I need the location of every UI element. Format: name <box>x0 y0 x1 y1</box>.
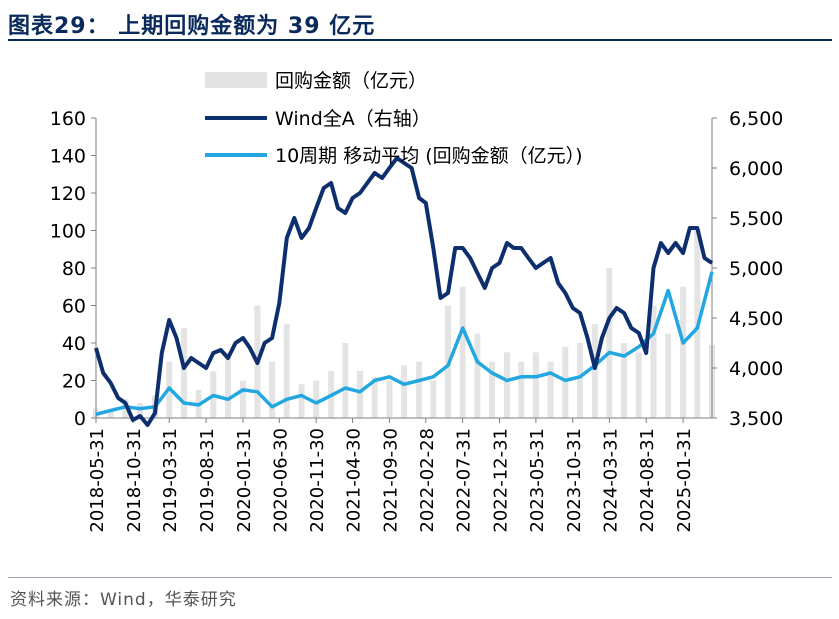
legend-swatch-bars <box>205 72 267 88</box>
bar <box>474 333 481 418</box>
bar <box>576 343 583 418</box>
wind-all-a-line <box>94 156 714 427</box>
source-note: 资料来源：Wind，华泰研究 <box>10 590 237 610</box>
x-tick-label: 2019-08-31 <box>197 428 218 533</box>
left-tick-label: 100 <box>50 221 86 243</box>
bar <box>547 361 554 418</box>
x-tick-label: 2025-01-31 <box>674 428 695 533</box>
bar <box>562 346 569 418</box>
left-tick-label: 40 <box>62 333 86 355</box>
bar <box>313 380 320 418</box>
x-tick-label: 2021-04-30 <box>344 428 365 533</box>
bar <box>430 380 437 418</box>
bar <box>532 352 539 418</box>
bar <box>357 371 364 418</box>
left-tick-label: 160 <box>50 108 86 130</box>
x-tick-label: 2021-09-30 <box>380 428 401 533</box>
right-tick-label: 6,000 <box>729 158 783 180</box>
x-tick-label: 2022-12-31 <box>491 428 512 533</box>
bar <box>591 324 598 418</box>
legend-label: 回购金额（亿元） <box>275 70 427 92</box>
x-tick-label: 2018-05-31 <box>87 428 108 533</box>
bar <box>621 343 628 418</box>
bar <box>489 361 496 418</box>
chart: 0 20 40 60 80 100 120 140 160 3,500 4,000 4,500 5,00… <box>50 70 784 533</box>
x-tick-label: 2023-10-31 <box>564 428 585 533</box>
figure-header: 图表29： 上期回购金额为 39 亿元 <box>8 2 832 41</box>
x-tick-label: 2022-02-28 <box>417 428 438 533</box>
bar <box>650 305 657 418</box>
source-divider <box>8 577 832 578</box>
bar <box>342 343 349 418</box>
bar <box>401 365 408 418</box>
right-tick-label: 4,000 <box>729 358 783 380</box>
legend: 回购金额（亿元） Wind全A（右轴） 10周期 移动平均 (回购金额（亿元）) <box>205 70 583 167</box>
bar <box>137 403 144 418</box>
legend-label: Wind全A（右轴） <box>275 108 431 130</box>
left-tick-label: 60 <box>62 296 86 318</box>
line-series <box>94 156 714 427</box>
right-tick-label: 4,500 <box>729 308 783 330</box>
bar <box>180 328 187 418</box>
x-tick-label: 2019-03-31 <box>160 428 181 533</box>
bar <box>283 324 290 418</box>
legend-label: 10周期 移动平均 (回购金额（亿元）) <box>275 145 583 167</box>
left-tick-label: 20 <box>62 371 86 393</box>
bar <box>225 352 232 418</box>
bar <box>239 380 246 418</box>
bar <box>416 361 423 418</box>
x-tick-label: 2024-08-31 <box>637 428 658 533</box>
x-tick-label: 2018-10-31 <box>124 428 145 533</box>
bar <box>371 376 378 418</box>
bar <box>298 384 305 418</box>
right-tick-label: 3,500 <box>729 408 783 430</box>
left-tick-label: 140 <box>50 146 86 168</box>
x-tick-label: 2023-05-31 <box>527 428 548 533</box>
bar <box>269 361 276 418</box>
x-tick-label: 2024-03-31 <box>600 428 621 533</box>
x-tick-label: 2020-06-30 <box>270 428 291 533</box>
left-tick-label: 120 <box>50 183 86 205</box>
bar <box>459 286 466 418</box>
figure-title: 图表29： 上期回购金额为 39 亿元 <box>8 14 376 39</box>
x-tick-label: 2022-07-31 <box>454 428 475 533</box>
moving-average-line <box>95 271 714 416</box>
axes: 0 20 40 60 80 100 120 140 160 3,500 4,000 4,500 5,00… <box>50 108 784 533</box>
bar <box>386 380 393 418</box>
right-tick-label: 5,500 <box>729 208 783 230</box>
bar <box>107 410 114 418</box>
bar <box>665 333 672 418</box>
bar <box>635 352 642 418</box>
bar <box>122 399 129 418</box>
bar-series <box>93 230 715 418</box>
x-tick-label: 2020-01-31 <box>234 428 255 533</box>
right-tick-label: 5,000 <box>729 258 783 280</box>
bar <box>680 286 687 418</box>
x-tick-label: 2020-11-30 <box>307 428 328 533</box>
right-tick-label: 6,500 <box>729 108 783 130</box>
left-tick-label: 0 <box>74 408 86 430</box>
left-tick-label: 80 <box>62 258 86 280</box>
title-divider <box>8 39 832 41</box>
bar <box>606 268 613 418</box>
bar <box>518 361 525 418</box>
bar <box>503 352 510 418</box>
